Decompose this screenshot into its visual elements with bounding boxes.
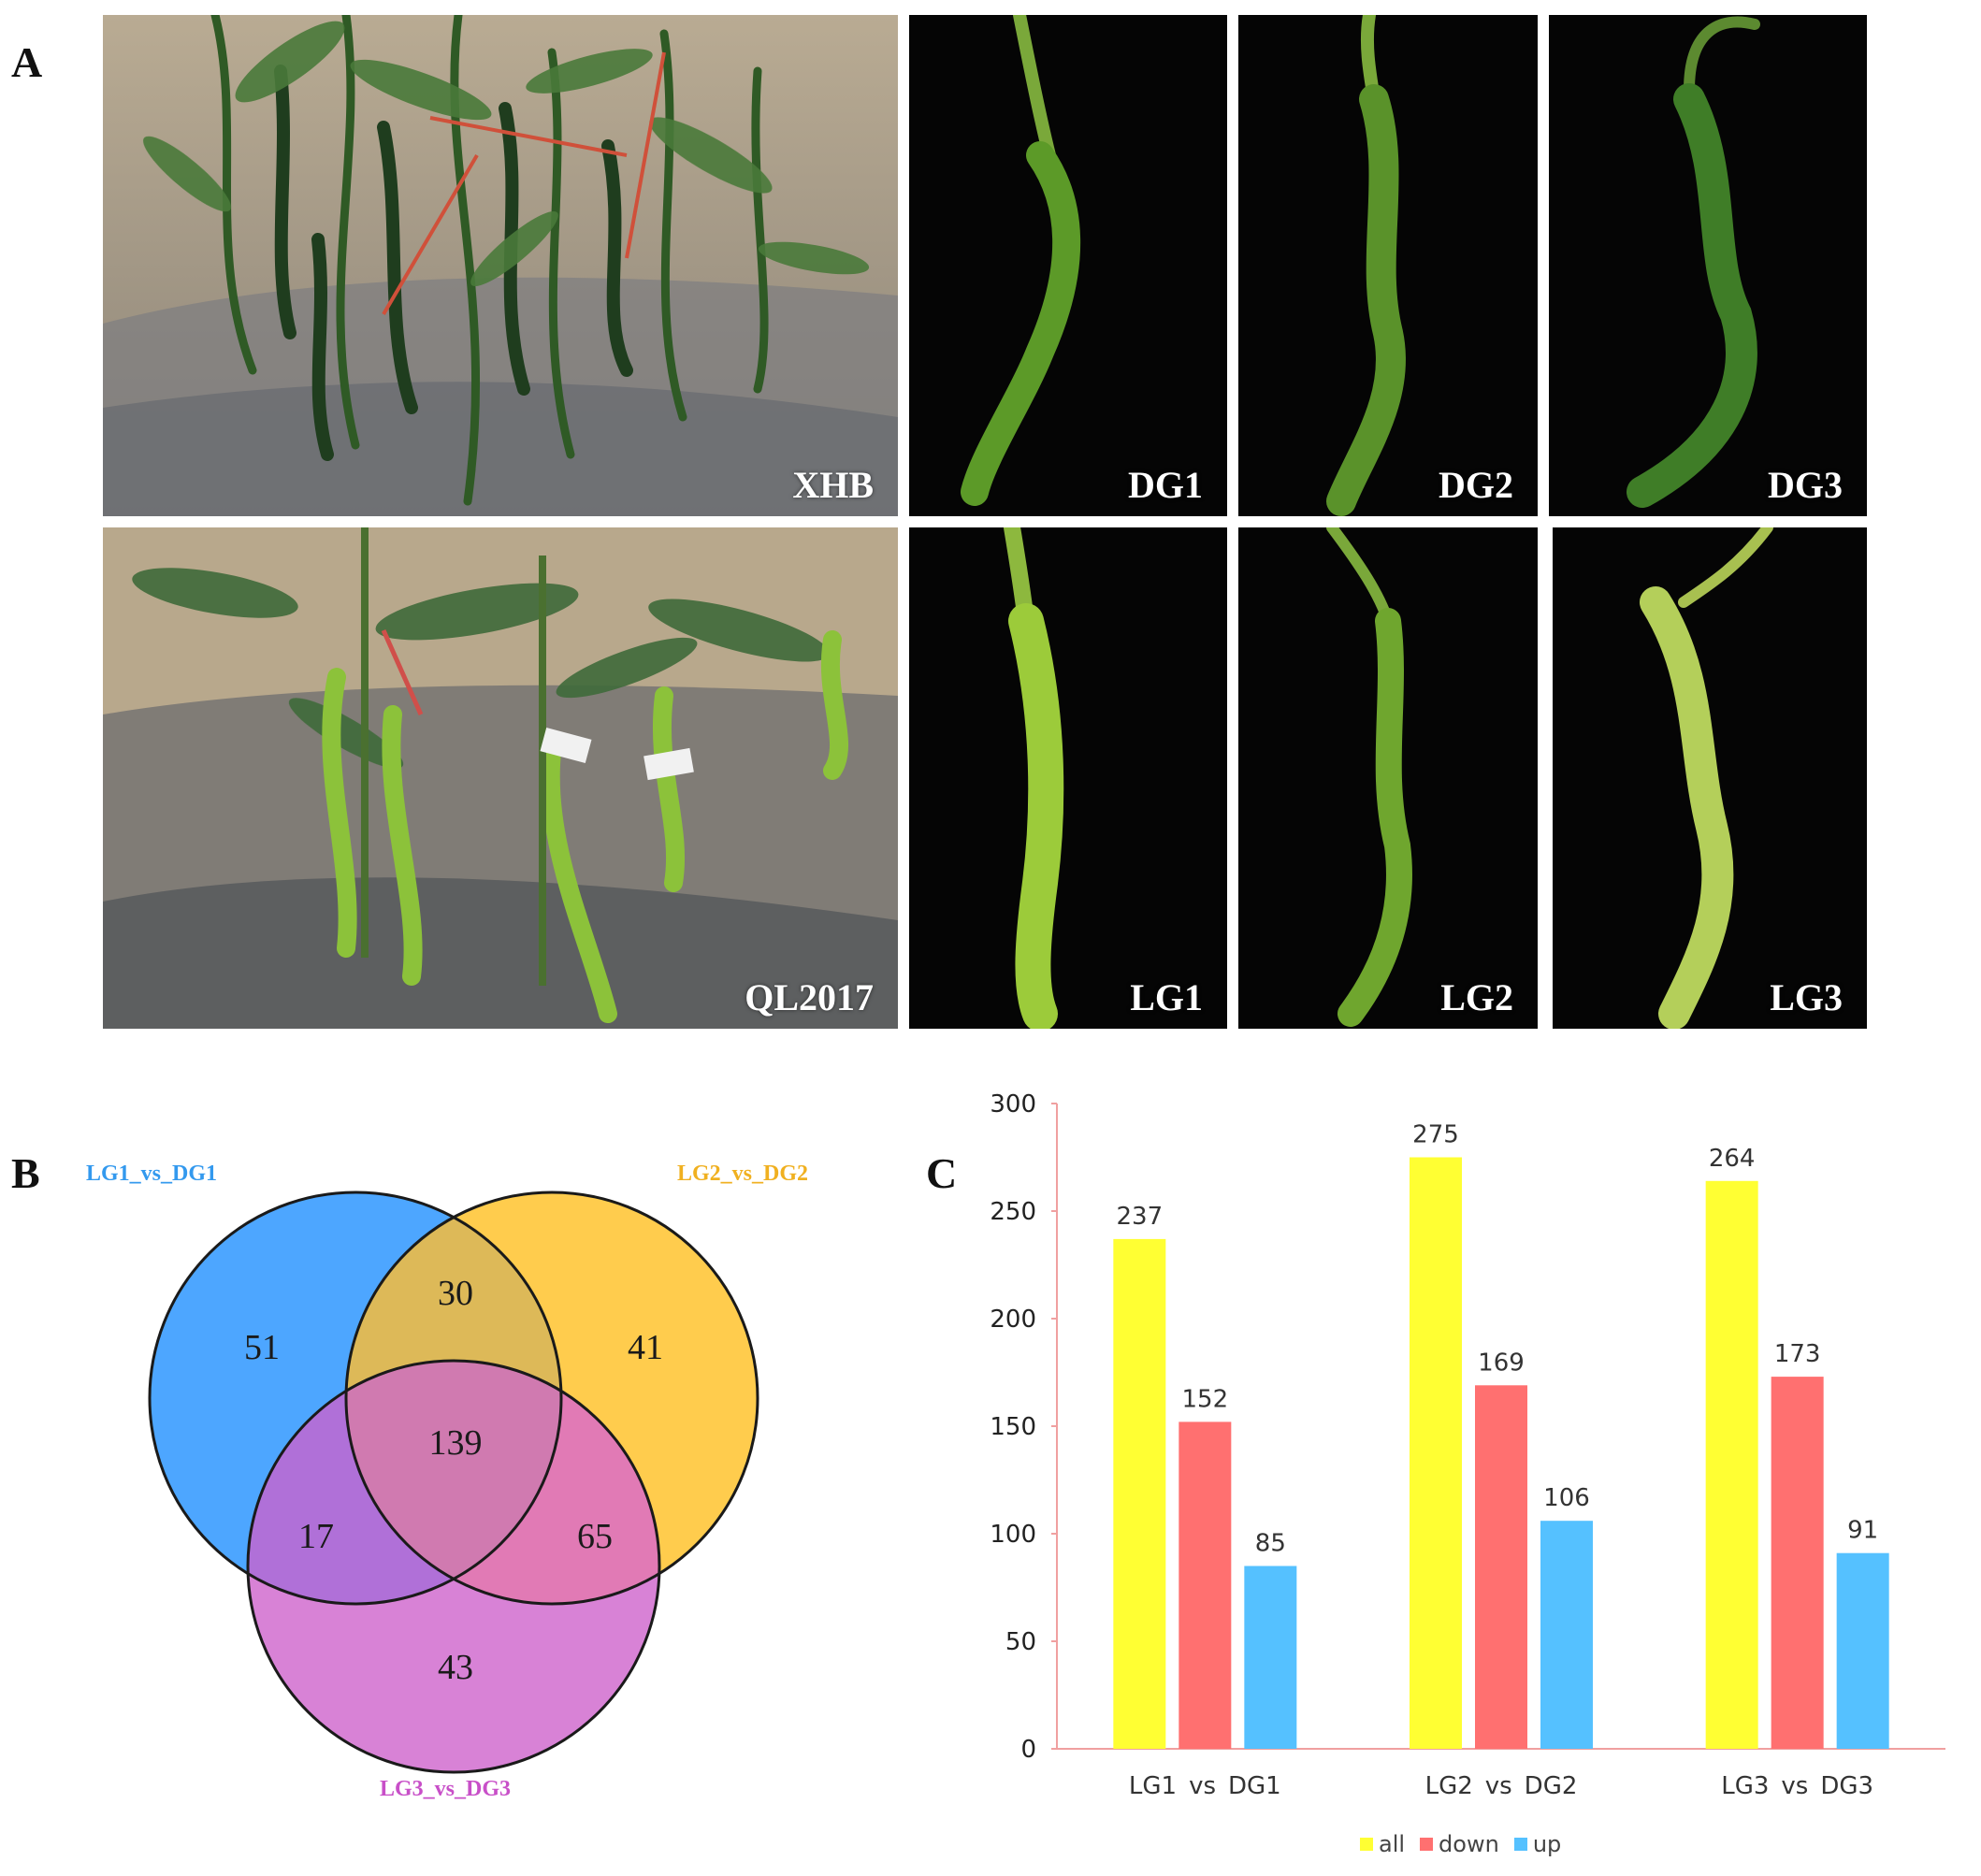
photo-dg2: DG2 xyxy=(1238,15,1538,516)
legend-swatch-up xyxy=(1513,1838,1527,1851)
lg3-fruit-illustration xyxy=(1640,527,1773,1029)
bar-up xyxy=(1244,1566,1297,1749)
lg1-fruit-illustration xyxy=(1004,527,1064,1029)
legend-item-down: down xyxy=(1420,1831,1499,1857)
legend-item-all: all xyxy=(1360,1831,1405,1857)
legend-swatch-down xyxy=(1420,1838,1434,1851)
venn-count-only-2: 41 xyxy=(628,1328,663,1367)
data-label-all: 237 xyxy=(1117,1203,1164,1231)
venn-count-13: 17 xyxy=(298,1517,334,1556)
venn-set-label-3: LG3_vs_DG3 xyxy=(380,1777,512,1801)
venn-count-123: 139 xyxy=(429,1423,483,1463)
data-label-up: 91 xyxy=(1847,1517,1878,1545)
photo-label-dg1: DG1 xyxy=(1128,464,1203,506)
legend-swatch-all xyxy=(1360,1838,1373,1851)
photo-ql2017-field: QL2017 xyxy=(103,527,898,1029)
data-label-down: 169 xyxy=(1478,1349,1525,1377)
venn-diagram: 51 30 41 139 17 65 43 xyxy=(148,1191,759,1774)
photo-lg3: LG3 xyxy=(1553,527,1867,1029)
chart-legend: all down up xyxy=(1360,1831,1576,1857)
data-label-down: 152 xyxy=(1182,1385,1229,1413)
bar-up xyxy=(1540,1521,1593,1749)
x-category-label: LG1_vs_DG1 xyxy=(1129,1772,1281,1796)
photo-label-xhb: XHB xyxy=(792,464,874,506)
y-tick-label: 300 xyxy=(990,1090,1036,1118)
bar-all xyxy=(1410,1157,1462,1749)
photo-label-dg2: DG2 xyxy=(1439,464,1513,506)
panel-letter-c: C xyxy=(926,1149,958,1197)
legend-label-all: all xyxy=(1379,1831,1406,1857)
legend-label-up: up xyxy=(1532,1831,1562,1857)
venn-count-23: 65 xyxy=(577,1517,613,1556)
y-tick-label: 200 xyxy=(990,1306,1036,1334)
data-label-down: 173 xyxy=(1774,1340,1821,1368)
photo-lg2: LG2 xyxy=(1238,527,1538,1029)
y-tick-label: 250 xyxy=(990,1198,1036,1226)
photo-label-dg3: DG3 xyxy=(1768,464,1843,506)
xhb-field-illustration xyxy=(103,15,898,516)
x-category-label: LG2_vs_DG2 xyxy=(1425,1772,1578,1796)
bar-up xyxy=(1836,1552,1889,1749)
dg2-fruit-illustration xyxy=(1326,15,1406,516)
y-tick-label: 100 xyxy=(990,1521,1036,1549)
photo-xhb-field: XHB xyxy=(103,15,898,516)
data-label-all: 275 xyxy=(1412,1121,1459,1149)
venn-count-only-1: 51 xyxy=(244,1328,280,1367)
photo-label-lg3: LG3 xyxy=(1770,976,1843,1018)
y-tick-label: 150 xyxy=(990,1413,1036,1441)
venn-count-only-3: 43 xyxy=(438,1648,473,1687)
y-tick-label: 0 xyxy=(1020,1736,1036,1764)
data-label-all: 264 xyxy=(1709,1145,1756,1173)
data-label-up: 85 xyxy=(1255,1530,1286,1558)
bar-down xyxy=(1178,1421,1232,1749)
venn-set-label-2: LG2_vs_DG2 xyxy=(677,1162,809,1186)
bar-all xyxy=(1113,1238,1166,1749)
bar-chart: 0 50 100 150 200 250 300 237 152 85 LG1_vs_DG1 275 1… xyxy=(990,1090,1945,1796)
dg1-fruit xyxy=(961,141,1081,506)
dg1-fruit-illustration xyxy=(961,15,1081,506)
venn-set-label-1: LG1_vs_DG1 xyxy=(86,1162,218,1186)
data-label-up: 106 xyxy=(1543,1484,1590,1512)
bar-down xyxy=(1771,1377,1824,1749)
lg2-fruit-illustration xyxy=(1326,527,1412,1027)
photo-lg1: LG1 xyxy=(909,527,1227,1029)
photo-dg1: DG1 xyxy=(909,15,1227,516)
dg3-fruit-illustration xyxy=(1627,16,1760,508)
x-category-label: LG3_vs_DG3 xyxy=(1721,1772,1873,1796)
photo-dg3: DG3 xyxy=(1549,15,1867,516)
bar-down xyxy=(1475,1385,1527,1749)
legend-label-down: down xyxy=(1439,1831,1499,1857)
photo-label-lg1: LG1 xyxy=(1130,976,1203,1018)
venn-count-12: 30 xyxy=(438,1274,473,1313)
legend-item-up: up xyxy=(1513,1831,1562,1857)
photo-label-lg2: LG2 xyxy=(1440,976,1513,1018)
bar-all xyxy=(1705,1180,1758,1749)
photo-label-ql2017: QL2017 xyxy=(745,976,874,1018)
ql2017-field-illustration xyxy=(103,527,898,1029)
y-tick-label: 50 xyxy=(1005,1628,1036,1656)
panel-letter-b: B xyxy=(11,1149,40,1197)
panel-letter-a: A xyxy=(11,38,43,86)
